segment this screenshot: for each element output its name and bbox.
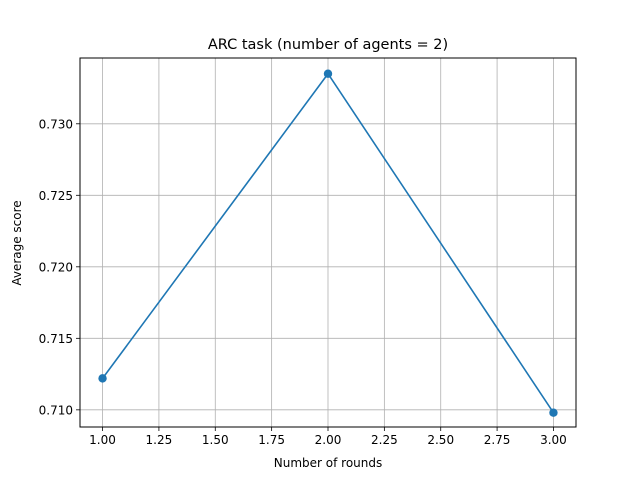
x-tick-label: 3.00 (540, 433, 567, 447)
x-axis-label: Number of rounds (274, 456, 383, 470)
data-point (549, 408, 558, 417)
y-tick-label: 0.715 (39, 332, 73, 346)
y-tick-label: 0.725 (39, 189, 73, 203)
y-axis-label: Average score (10, 200, 24, 285)
x-tick-label: 1.75 (258, 433, 285, 447)
x-tick-label: 2.25 (371, 433, 398, 447)
x-tick-label: 2.50 (427, 433, 454, 447)
data-point (98, 374, 107, 383)
grid (80, 58, 576, 427)
data-point (323, 69, 333, 78)
chart-title: ARC task (number of agents = 2) (208, 37, 448, 53)
y-tick-label: 0.720 (39, 260, 73, 274)
x-tick-label: 2.00 (315, 433, 342, 447)
x-tick-label: 2.75 (484, 433, 511, 447)
series-layer (98, 69, 558, 417)
y-tick-label: 0.710 (39, 403, 73, 417)
x-tick-label: 1.00 (89, 433, 116, 447)
x-tick-label: 1.25 (146, 433, 173, 447)
y-tick-label: 0.730 (39, 117, 73, 131)
ticks: 1.00 1.25 1.50 1.75 2.00 2.25 2.50 2.75 3.00 0.71… (39, 117, 567, 447)
x-tick-label: 1.50 (202, 433, 229, 447)
